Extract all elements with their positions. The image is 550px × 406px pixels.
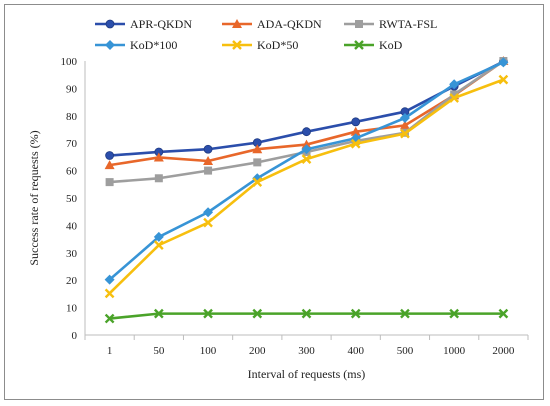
data-point [301, 154, 312, 164]
y-tick-label: 80 [66, 111, 78, 123]
x-tick-label: 50 [153, 345, 165, 357]
x-tick-label: 200 [249, 345, 266, 357]
data-point [203, 144, 213, 154]
data-point [302, 127, 311, 137]
legend-label: ADA-QKDN [257, 17, 322, 31]
x-tick-label: 500 [397, 345, 414, 357]
y-tick-label: 50 [66, 193, 78, 205]
legend-entry: KoD [344, 38, 403, 52]
legend: APR-QKDN ADA-QKDN RWTA-FSL KoD*100 KoD*50 KoD [95, 17, 437, 52]
y-tick-label: 30 [66, 248, 78, 260]
data-point [203, 217, 213, 228]
data-point [153, 240, 164, 250]
series-line [108, 78, 504, 295]
data-point [105, 151, 115, 160]
series-kod-100 [104, 57, 509, 285]
x-tick-label: 100 [200, 345, 217, 357]
data-point [400, 308, 410, 319]
data-point [104, 160, 115, 170]
chart-frame [4, 4, 544, 400]
data-point [104, 288, 115, 299]
legend-label: KoD*100 [130, 38, 177, 52]
series-kod [104, 308, 509, 324]
data-point [252, 308, 263, 319]
legend-entry: KoD*50 [222, 38, 298, 52]
y-tick-label: 10 [66, 303, 78, 315]
data-point [350, 126, 361, 136]
data-point [498, 308, 509, 319]
data-point [498, 74, 509, 85]
data-point [350, 138, 361, 149]
data-point [399, 120, 410, 130]
series-kod-50 [104, 74, 509, 299]
x-tick-labels: 1 50 100 200 300 400 500 1000 2000 [84, 335, 529, 357]
data-point [104, 274, 115, 285]
data-point [105, 178, 114, 187]
data-point [351, 117, 361, 127]
legend-marker [105, 19, 115, 29]
legend-marker [232, 19, 242, 28]
y-tick-label: 0 [72, 330, 78, 342]
data-point [203, 308, 213, 319]
x-tick-label: 2000 [492, 345, 515, 357]
legend-entry: ADA-QKDN [222, 17, 322, 31]
legend-marker [105, 40, 115, 50]
series-layer [104, 56, 509, 324]
data-point [252, 144, 263, 154]
data-point [153, 231, 164, 242]
series-rwta-fsl [105, 57, 508, 187]
x-tick-label: 1 [107, 345, 113, 357]
data-point [449, 79, 460, 90]
legend-marker [355, 20, 363, 28]
y-tick-label: 60 [66, 166, 78, 178]
data-point [301, 144, 312, 155]
legend-label: KoD [379, 38, 403, 52]
data-point [449, 308, 460, 319]
data-point [449, 93, 460, 103]
legend-marker [232, 40, 242, 50]
legend-label: KoD*50 [257, 38, 298, 52]
data-point [153, 308, 164, 319]
data-point [252, 177, 263, 187]
data-point [301, 308, 312, 319]
series-line [108, 61, 504, 281]
legend-entry: APR-QKDN [95, 17, 192, 31]
series-line [109, 59, 505, 184]
data-point [203, 207, 214, 218]
data-point [204, 166, 213, 175]
axes [84, 61, 528, 336]
y-tick-label: 90 [66, 83, 78, 95]
data-point [301, 139, 312, 149]
data-point [154, 174, 163, 183]
data-point [253, 158, 262, 167]
legend-marker [354, 40, 364, 50]
legend-label: APR-QKDN [130, 17, 192, 31]
y-tick-label: 20 [66, 275, 78, 287]
legend-entry: RWTA-FSL [344, 17, 437, 31]
x-tick-label: 1000 [443, 345, 466, 357]
data-point [153, 152, 164, 162]
data-point [104, 313, 115, 324]
data-point [400, 128, 410, 139]
y-axis-title: Success rate of requests (%) [27, 130, 41, 265]
data-point [350, 308, 361, 319]
y-tick-label: 70 [66, 138, 78, 150]
y-tick-label: 40 [66, 220, 78, 232]
legend-entry: KoD*100 [95, 38, 177, 52]
y-tick-labels: 0 10 20 30 40 50 60 70 80 90 100 [61, 56, 78, 342]
x-tick-label: 400 [347, 345, 364, 357]
data-point [498, 57, 509, 68]
legend-label: RWTA-FSL [379, 17, 437, 31]
data-point [203, 156, 214, 166]
data-point [450, 90, 459, 99]
x-tick-label: 300 [298, 345, 315, 357]
data-point [399, 112, 410, 123]
y-tick-label: 100 [61, 56, 78, 68]
x-axis-title: Interval of requests (ms) [248, 367, 366, 381]
